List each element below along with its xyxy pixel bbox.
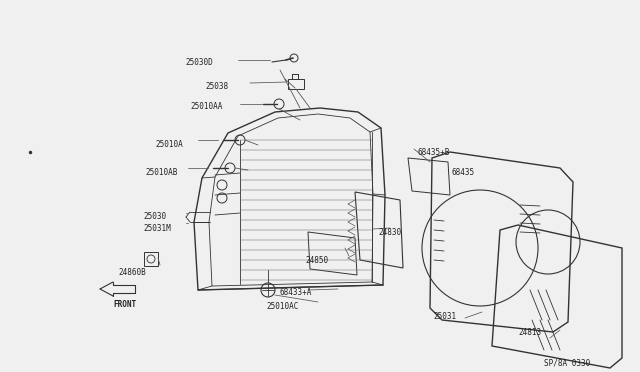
Text: 24813: 24813 — [518, 328, 541, 337]
Text: 25030: 25030 — [143, 212, 166, 221]
Text: SP/8A 0330: SP/8A 0330 — [544, 358, 590, 367]
Text: FRONT: FRONT — [113, 300, 136, 309]
Text: 25030D: 25030D — [185, 58, 212, 67]
Text: 25038: 25038 — [205, 82, 228, 91]
Text: 25010AB: 25010AB — [145, 168, 177, 177]
Text: 68433+A: 68433+A — [280, 288, 312, 297]
Text: 25010AA: 25010AA — [190, 102, 222, 111]
Text: 25031M: 25031M — [143, 224, 171, 233]
Text: 25010A: 25010A — [155, 140, 183, 149]
Text: 25010AC: 25010AC — [266, 302, 298, 311]
Text: 68435+B: 68435+B — [418, 148, 451, 157]
Text: 24850: 24850 — [305, 256, 328, 265]
Text: 68435: 68435 — [452, 168, 475, 177]
Text: 24830: 24830 — [378, 228, 401, 237]
Text: 24860B: 24860B — [118, 268, 146, 277]
Text: 25031: 25031 — [433, 312, 456, 321]
